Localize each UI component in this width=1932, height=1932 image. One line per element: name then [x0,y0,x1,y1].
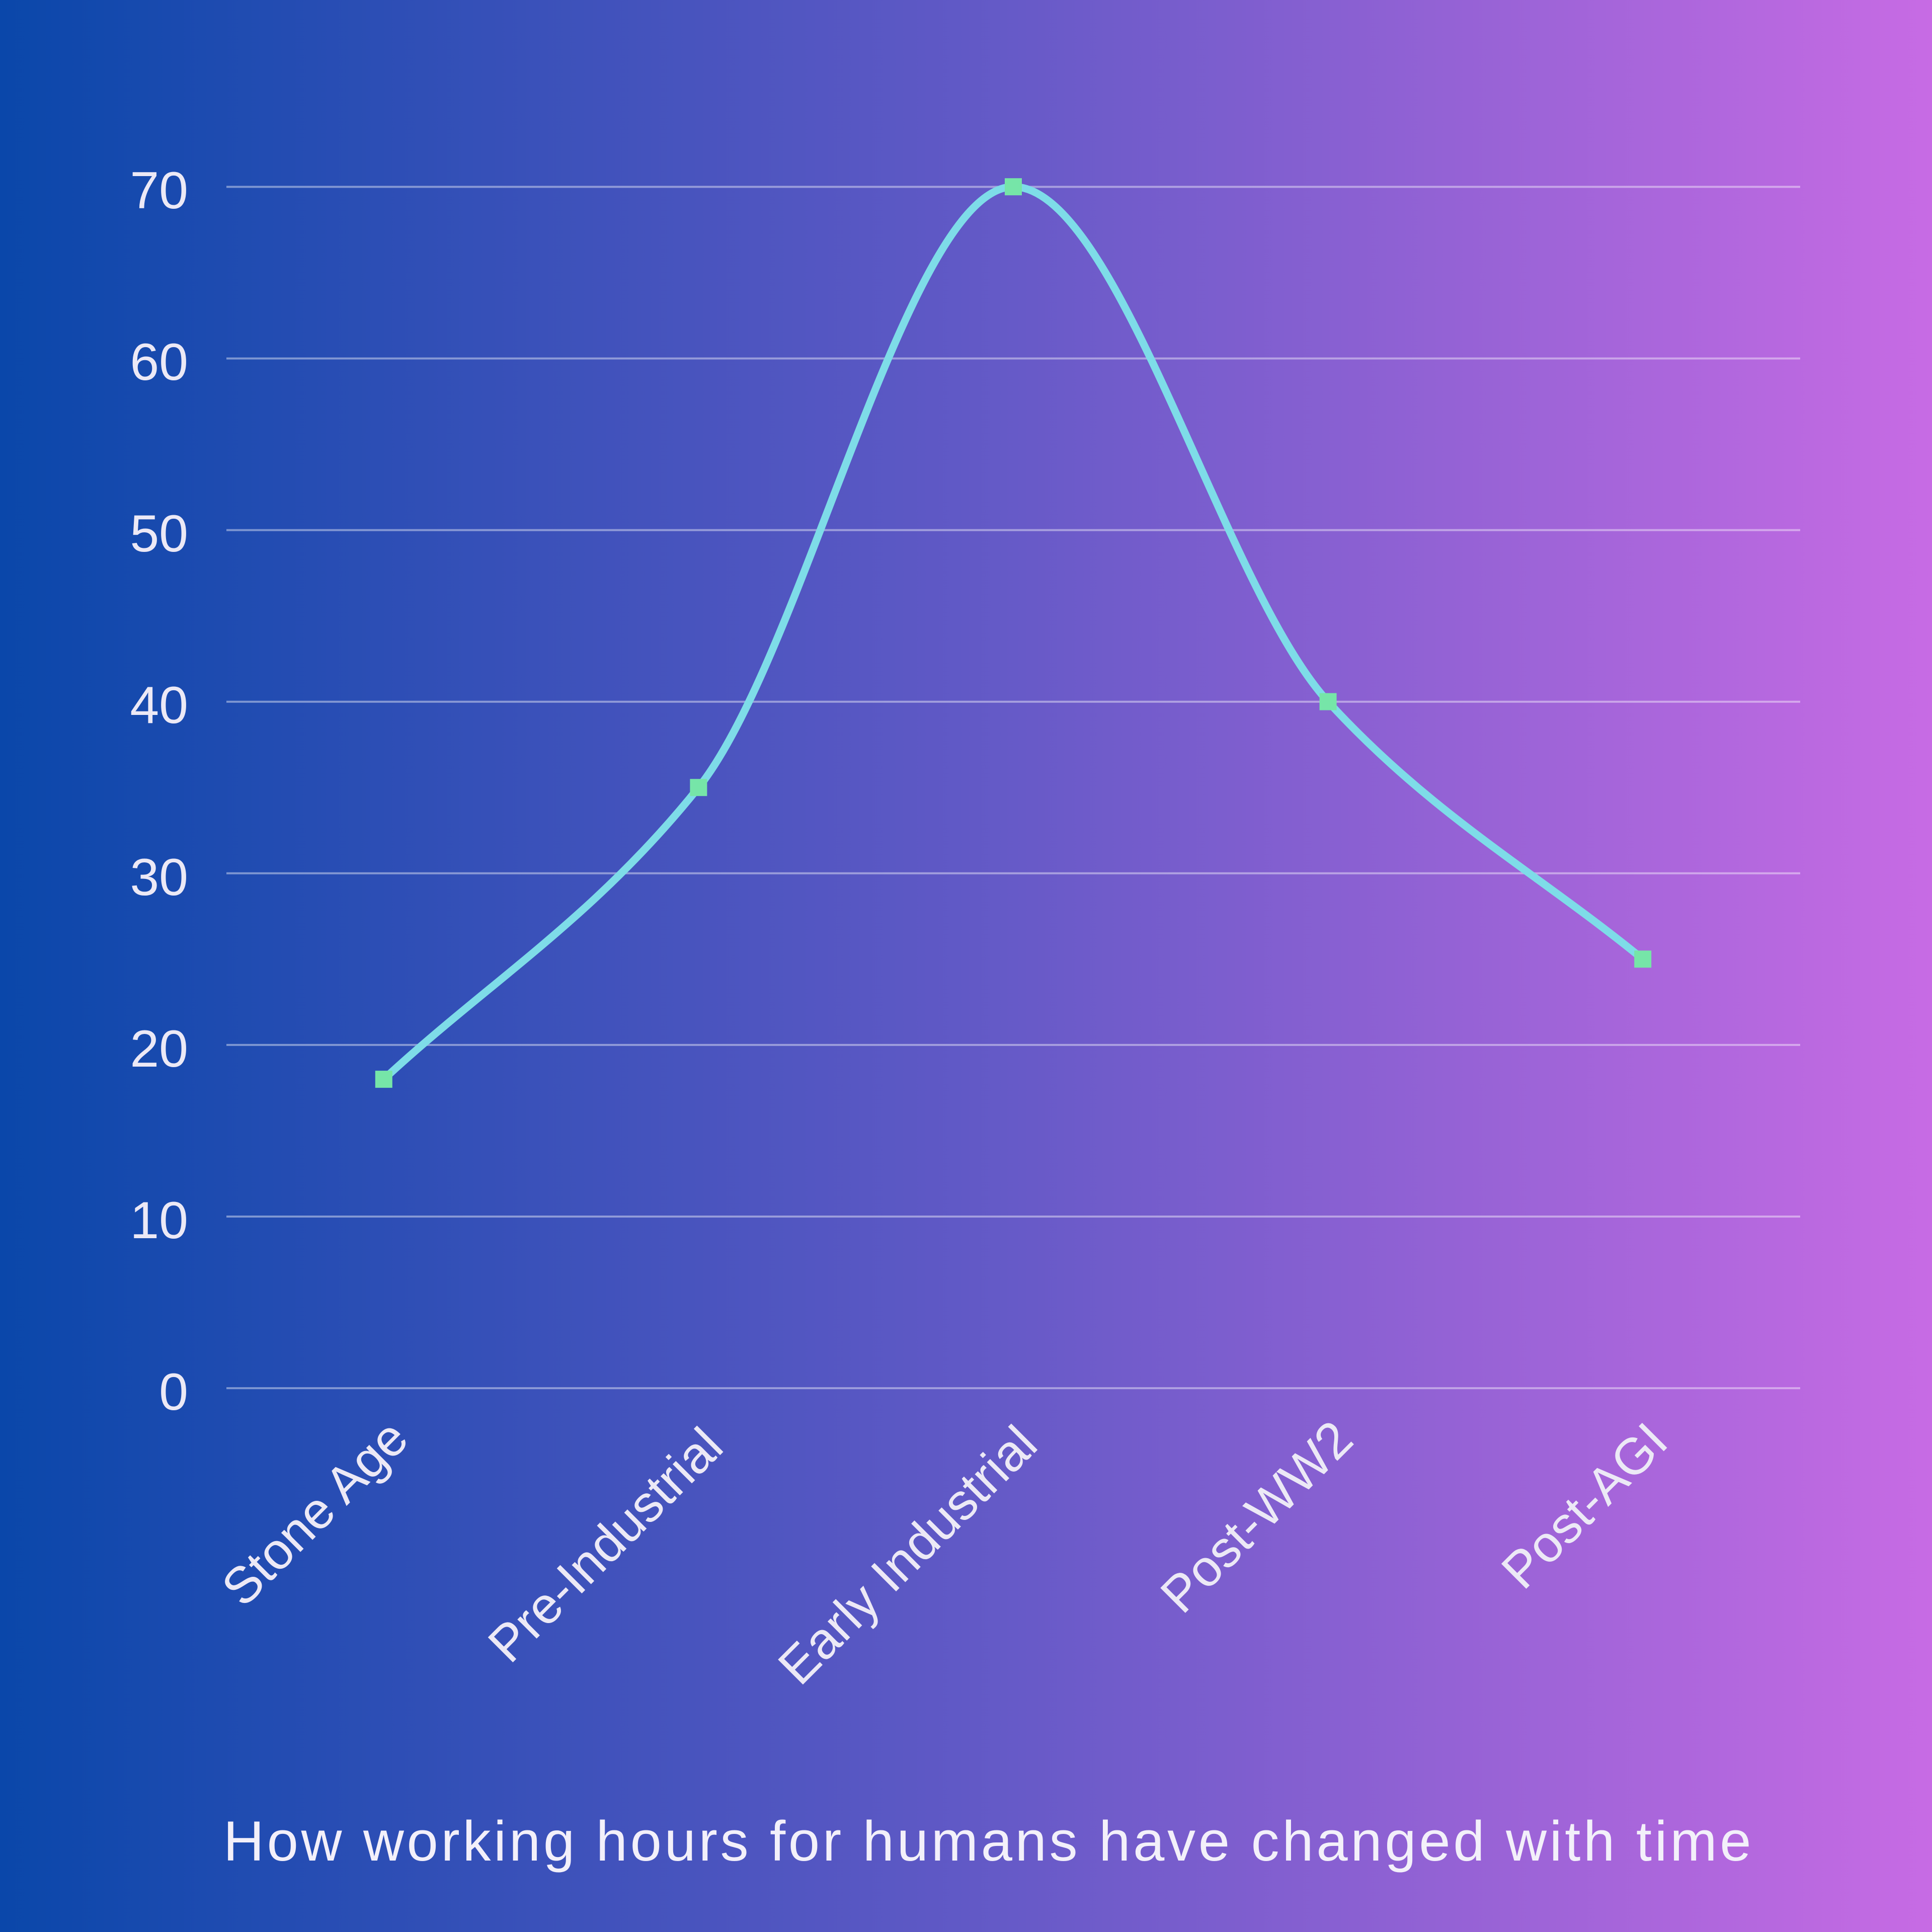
svg-text:70: 70 [130,162,188,220]
svg-text:Post-WW2: Post-WW2 [1150,1410,1363,1624]
svg-text:20: 20 [130,1020,188,1078]
svg-text:40: 40 [130,676,188,735]
svg-text:10: 10 [130,1191,188,1250]
svg-text:Post-AGI: Post-AGI [1491,1412,1678,1599]
svg-text:How working hours for humans h: How working hours for humans have change… [223,1810,1754,1873]
svg-text:Stone Age: Stone Age [211,1409,419,1617]
svg-text:50: 50 [130,505,188,563]
svg-text:60: 60 [130,333,188,391]
svg-text:Pre-Industrial: Pre-Industrial [477,1417,734,1673]
svg-text:Early Industrial: Early Industrial [767,1415,1048,1696]
svg-text:0: 0 [159,1363,188,1421]
svg-text:30: 30 [130,848,188,907]
